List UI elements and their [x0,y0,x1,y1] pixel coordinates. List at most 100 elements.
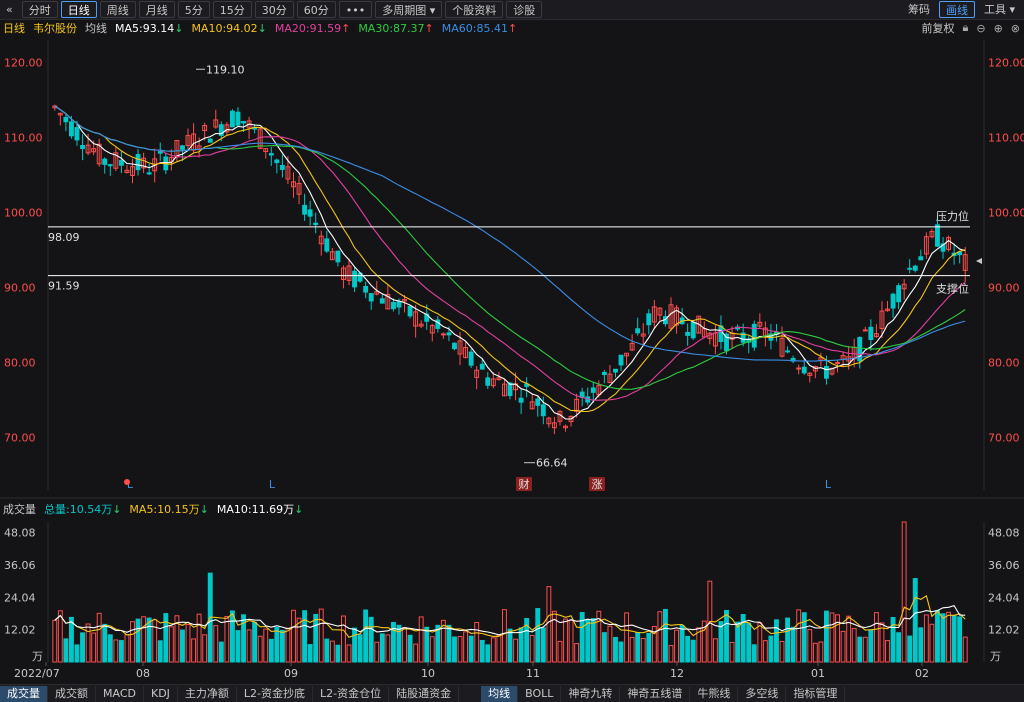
candle-body [668,304,674,329]
indicator-tab-6[interactable]: L2-资金仓位 [313,685,390,702]
period-tab-11[interactable]: 诊股 [506,1,543,18]
indicator-tab-1[interactable]: 成交额 [48,685,96,702]
indicator-tab-0[interactable]: 成交量 [0,685,48,702]
up-arrow-icon: ↑ [507,21,518,35]
volume-bar [635,632,641,663]
period-tab-5[interactable]: 15分 [212,1,252,18]
price-ytick-left: 70.00 [4,432,36,445]
volume-bar [768,635,774,663]
indicator-tab-10[interactable]: 神奇九转 [561,685,621,702]
volume-bar [862,636,868,663]
avg-label[interactable]: 均线 [85,22,107,35]
period-tab-2[interactable]: 周线 [99,1,136,18]
volume-bar [413,643,419,663]
period-tab-9[interactable]: 多周期图 ▾ [375,1,443,18]
volume-total: 总量:10.54万↓ [44,503,122,516]
period-tab-3[interactable]: 月线 [138,1,175,18]
indicator-tab-8[interactable]: 均线 [481,685,519,702]
ma30-line [54,105,966,390]
indicator-tab-13[interactable]: 多空线 [738,685,787,702]
candle-body [613,368,618,373]
candle-body [135,154,141,171]
period-tab-4[interactable]: 5分 [177,1,210,18]
xtick-label: 10 [421,667,435,680]
volume-bar [540,627,546,663]
volume-bar [812,642,818,663]
indicator-tab-4[interactable]: 主力净额 [178,685,237,702]
candle-body [130,166,135,176]
volume-bar [801,612,807,663]
tools-button[interactable]: 工具 ▾ [977,1,1021,18]
volume-bar [213,625,219,663]
xtick-label: 12 [670,667,684,680]
candle-body [629,342,635,351]
volume-bar [296,617,302,663]
volume-ytick-right: 12.02 [988,624,1020,637]
volume-bar [496,635,502,663]
volume-bar [502,609,507,663]
volume-bar [762,640,768,663]
period-tab-0[interactable]: 分时 [21,1,58,18]
volume-bar [729,641,735,663]
indicator-tab-7[interactable]: 陆股通资金 [389,685,460,702]
candle-body [640,333,646,337]
indicator-tab-14[interactable]: 指标管理 [786,685,846,702]
xtick-label: 08 [136,667,150,680]
volume-title[interactable]: 成交量 [3,503,36,516]
level-value-label: 91.59 [48,280,80,293]
period-tab-6[interactable]: 30分 [254,1,294,18]
close-circle-icon[interactable]: ⊗ [1010,21,1020,35]
volume-bar [607,625,613,663]
stock-name[interactable]: 韦尔股份 [33,22,77,35]
candle-body [107,164,113,167]
volume-bar [718,621,724,663]
event-marker: 涨 [592,478,603,491]
adjust-label[interactable]: 前复权 [921,22,955,35]
volume-ytick-left: 24.04 [4,591,36,604]
period-tab-1[interactable]: 日线 [60,1,97,18]
volume-bar [529,635,535,663]
period-tab-8[interactable]: ••• [338,1,373,18]
draw-line-button[interactable]: 画线 [938,1,975,18]
chips-button[interactable]: 筹码 [901,1,936,18]
candle-body [163,156,169,171]
volume-bar [513,638,518,663]
minus-circle-icon[interactable]: ⊖ [976,21,986,35]
volume-bar [279,629,285,663]
volume-bar [318,608,324,663]
volume-bar [935,610,940,663]
indicator-tab-2[interactable]: MACD [96,685,144,702]
candle-body [835,362,840,365]
candle-body [590,387,596,393]
candle-body [957,251,963,256]
volume-bar [712,638,718,663]
volume-bar [235,630,241,663]
plus-circle-icon[interactable]: ⊕ [993,21,1003,35]
indicator-tab-11[interactable]: 神奇五线谱 [620,685,691,702]
period-label: 日线 [3,22,25,35]
candle-body [379,298,385,304]
event-marker: L [269,478,276,491]
lock-icon[interactable]: 🔒︎ [962,21,969,34]
period-tab-7[interactable]: 60分 [296,1,336,18]
volume-bar [180,629,185,663]
candle-body [551,422,557,429]
candle-body [102,158,108,165]
volume-bar [696,627,702,663]
candle-body [607,373,613,384]
back-button[interactable]: « [0,1,19,18]
volume-bar [890,617,896,663]
period-tab-10[interactable]: 个股资料 [445,1,504,18]
candle-body [907,267,913,270]
candle-body [746,338,752,343]
indicator-tab-5[interactable]: L2-资金抄底 [237,685,314,702]
candle-body [407,306,413,317]
volume-bar [662,608,668,663]
candle-body [396,300,402,308]
indicator-tab-12[interactable]: 牛熊线 [690,685,739,702]
indicator-tab-9[interactable]: BOLL [518,685,562,702]
volume-ytick-left: 36.06 [4,559,36,572]
indicator-tab-3[interactable]: KDJ [144,685,178,702]
current-price-pointer-icon [976,258,982,264]
